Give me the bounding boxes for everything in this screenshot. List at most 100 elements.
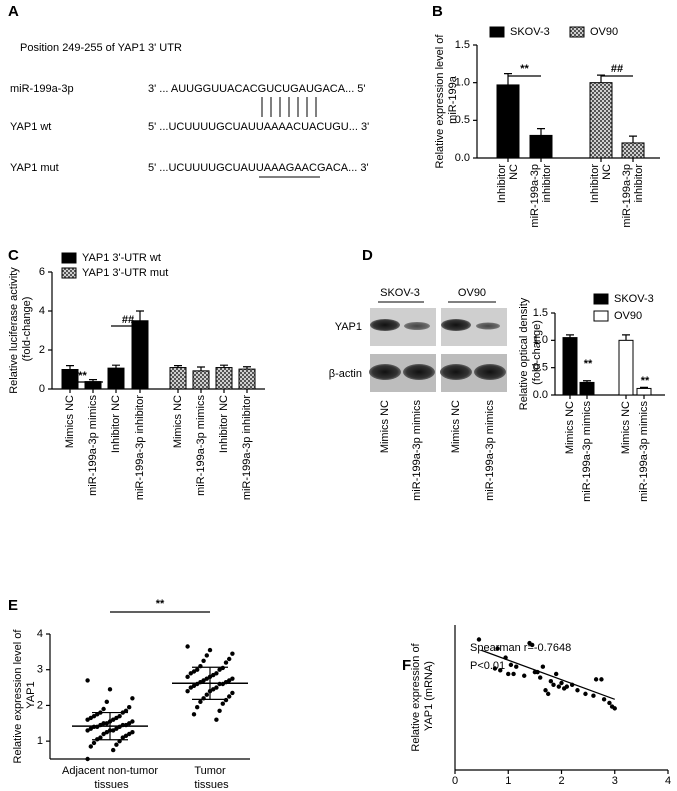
data-point bbox=[191, 712, 197, 717]
legend-swatch bbox=[61, 252, 77, 264]
data-point bbox=[130, 730, 135, 735]
significance-label: ** bbox=[641, 375, 650, 387]
x-tick-label: Mimics NC bbox=[172, 395, 184, 448]
data-point bbox=[88, 715, 94, 721]
x-tick-label: Mimics NC bbox=[64, 395, 76, 448]
data-point bbox=[114, 726, 119, 731]
data-point bbox=[204, 676, 209, 681]
base-pairing bbox=[261, 97, 317, 117]
lane-label: miR-199a-3p mimics bbox=[411, 400, 423, 501]
annotation: Spearman r=-0.7648 bbox=[470, 642, 571, 654]
data-point bbox=[85, 728, 90, 733]
data-point bbox=[201, 678, 206, 683]
data-point bbox=[207, 647, 213, 653]
sequence: 3' ... AUUGGUUACACGUCUGAUGACA... 5' bbox=[148, 83, 366, 95]
data-point bbox=[191, 669, 197, 674]
x-tick-label: Inhibitor NC bbox=[496, 164, 520, 203]
data-point bbox=[211, 687, 216, 692]
data-point bbox=[214, 685, 219, 690]
y-axis-label: Relative optical density (fold-change) bbox=[518, 297, 543, 410]
legend-label: SKOV-3 bbox=[510, 26, 550, 38]
y-tick-label: 1.5 bbox=[455, 39, 470, 51]
bar bbox=[169, 367, 187, 390]
lane-label: Mimics NC bbox=[379, 400, 391, 453]
cell-line-label: SKOV-3 bbox=[380, 287, 420, 299]
x-axis-label: Relative expression of miR-199a-3p bbox=[468, 790, 643, 791]
y-axis-label: Relative expression level of YAP1 bbox=[12, 629, 37, 764]
data-point bbox=[530, 642, 535, 648]
data-point bbox=[95, 712, 100, 717]
data-point bbox=[564, 684, 570, 689]
x-tick-label: miR-199a-3p mimics bbox=[195, 395, 207, 496]
data-point bbox=[230, 651, 235, 656]
data-point bbox=[498, 668, 503, 673]
bar bbox=[618, 339, 634, 396]
data-point bbox=[220, 701, 225, 706]
data-point bbox=[214, 717, 219, 722]
y-tick-label: 0.5 bbox=[533, 362, 548, 374]
data-point bbox=[98, 735, 103, 740]
x-tick-label: 0 bbox=[452, 775, 458, 787]
y-axis-label: Relative expression level of miR-199a bbox=[434, 34, 459, 169]
x-tick-label: Adjacent non-tumor tissues bbox=[62, 765, 158, 791]
bar bbox=[61, 369, 79, 390]
data-point bbox=[85, 678, 90, 683]
data-point bbox=[612, 706, 617, 711]
legend-swatch bbox=[593, 293, 609, 305]
x-tick-label: Inhibitor NC bbox=[218, 395, 230, 453]
data-point bbox=[127, 721, 132, 726]
bar bbox=[636, 387, 652, 396]
sd-bar bbox=[192, 666, 228, 700]
data-point bbox=[117, 713, 122, 719]
significance-label: ## bbox=[122, 314, 134, 326]
y-tick-label: 6 bbox=[39, 266, 45, 278]
y-tick-label: 0.0 bbox=[455, 152, 470, 164]
data-point bbox=[85, 717, 90, 722]
data-point bbox=[104, 721, 110, 726]
legend-label: OV90 bbox=[590, 26, 618, 38]
sequence-label: YAP1 wt bbox=[10, 121, 51, 133]
data-point bbox=[91, 713, 97, 719]
bar bbox=[529, 134, 553, 159]
data-point bbox=[227, 694, 232, 699]
data-point bbox=[88, 726, 94, 731]
x-tick-label: 1 bbox=[505, 775, 511, 787]
error-bar bbox=[622, 334, 630, 341]
panel-label: B bbox=[432, 3, 443, 20]
sequence: 5' ...UCUUUUGCUAUUAAAGAACGACA... 3' bbox=[148, 162, 369, 174]
data-point bbox=[91, 740, 97, 746]
data-point bbox=[123, 708, 129, 713]
data-point bbox=[495, 646, 500, 651]
x-tick-label: 2 bbox=[558, 775, 564, 787]
data-point bbox=[127, 731, 132, 737]
data-point bbox=[195, 705, 200, 710]
panel-label: D bbox=[362, 247, 373, 264]
panel-label: C bbox=[8, 247, 19, 264]
significance-label: ** bbox=[156, 598, 165, 610]
data-point bbox=[476, 637, 482, 642]
x-tick-label: Tumor tissues bbox=[191, 765, 229, 791]
x-tick-label: miR-199a-3p mimics bbox=[638, 401, 650, 502]
bar bbox=[192, 370, 210, 390]
significance-label: ** bbox=[520, 63, 529, 75]
data-point bbox=[198, 699, 203, 705]
data-point bbox=[538, 675, 543, 680]
legend-label: YAP1 3'-UTR wt bbox=[82, 252, 161, 264]
data-point bbox=[230, 690, 235, 696]
data-point bbox=[111, 717, 116, 722]
bar bbox=[238, 368, 256, 390]
y-tick-label: 3 bbox=[37, 664, 43, 676]
data-point bbox=[101, 731, 106, 737]
data-point bbox=[514, 664, 519, 669]
data-point bbox=[543, 688, 548, 693]
data-point bbox=[591, 693, 596, 698]
sequence-label: miR-199a-3p bbox=[10, 83, 74, 95]
data-point bbox=[111, 747, 116, 753]
data-point bbox=[217, 667, 222, 672]
y-axis-label: Relative luciferase activity (fold-chang… bbox=[8, 267, 33, 394]
data-point bbox=[593, 677, 599, 682]
data-point bbox=[492, 666, 498, 671]
data-point bbox=[191, 683, 197, 688]
data-point bbox=[575, 688, 580, 693]
blot-row-label: β-actin bbox=[329, 368, 362, 380]
